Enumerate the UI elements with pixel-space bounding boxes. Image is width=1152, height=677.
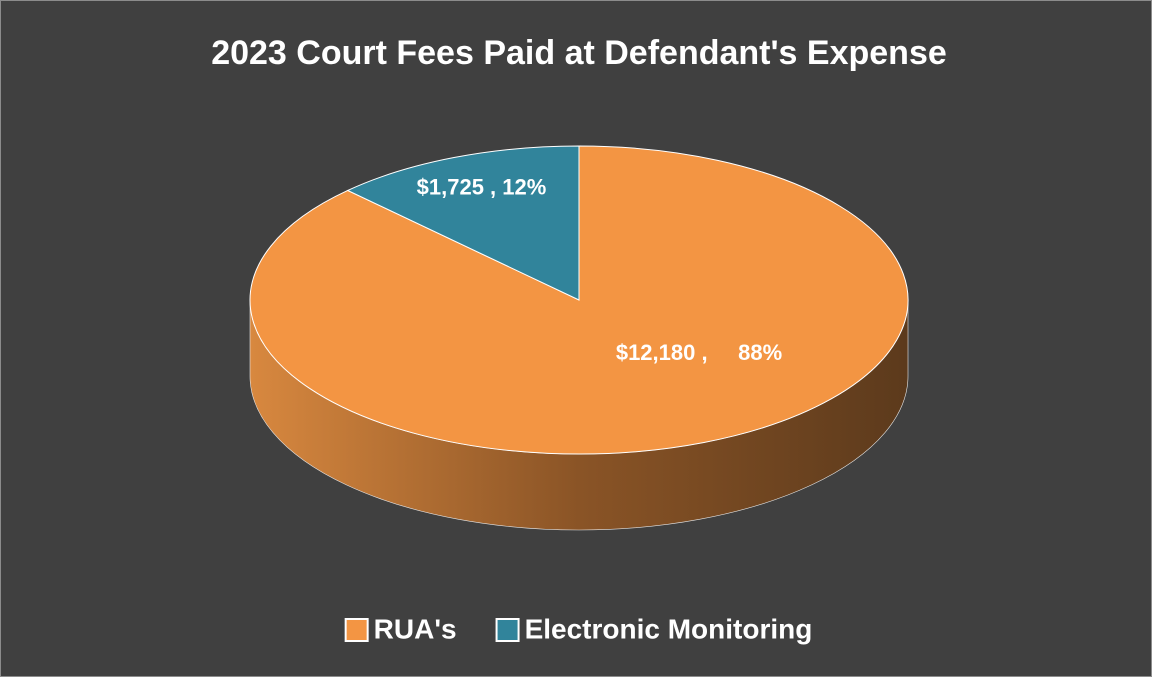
pie-slice xyxy=(346,145,580,301)
legend-swatch xyxy=(344,618,369,642)
legend-swatch xyxy=(495,618,520,642)
data-label: $1,725 , 12% xyxy=(417,175,547,200)
legend-label: Electronic Monitoring xyxy=(525,613,813,644)
chart-title: 2023 Court Fees Paid at Defendant's Expe… xyxy=(211,34,947,72)
data-label: $12,180 , 88% xyxy=(616,340,782,365)
legend: RUA's Electronic Monitoring xyxy=(344,613,813,644)
legend-label: RUA's xyxy=(374,613,457,644)
